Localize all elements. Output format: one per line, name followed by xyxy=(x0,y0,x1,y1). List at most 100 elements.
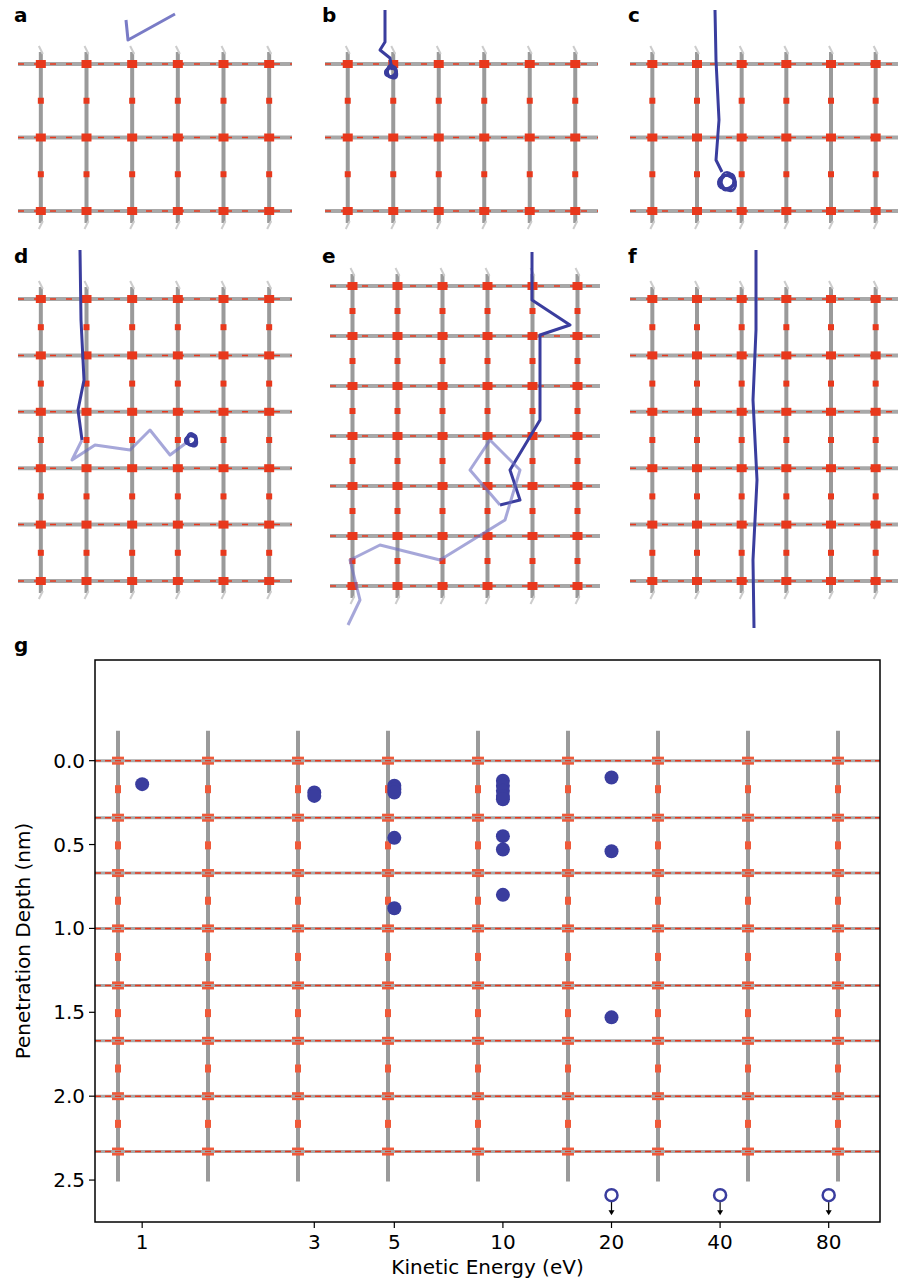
lattice-node xyxy=(393,532,403,540)
lattice-node xyxy=(475,841,481,849)
lattice-end xyxy=(222,46,226,54)
lattice-node xyxy=(479,207,489,215)
reference-line xyxy=(95,1151,880,1153)
lattice-node xyxy=(175,493,181,499)
lattice-node xyxy=(348,282,358,290)
lattice-node xyxy=(173,464,183,472)
lattice-node xyxy=(38,550,44,556)
lattice-node xyxy=(781,295,791,303)
lattice-node xyxy=(475,897,481,905)
lattice-bond xyxy=(630,209,898,213)
lattice-pillar xyxy=(176,287,180,593)
lattice-node xyxy=(739,381,745,387)
lattice-node xyxy=(649,381,655,387)
lattice-node xyxy=(649,493,655,499)
point xyxy=(496,792,510,806)
lattice-node xyxy=(692,521,702,529)
panel-letter: f xyxy=(628,244,637,268)
lattice-end xyxy=(346,46,350,54)
lattice-end xyxy=(130,281,134,289)
lattice-node xyxy=(483,382,493,390)
lattice-node xyxy=(694,381,700,387)
lattice-pillar xyxy=(39,287,43,593)
lattice-node xyxy=(481,171,487,177)
lattice-node xyxy=(739,493,745,499)
lattice-bond xyxy=(95,1039,880,1042)
lattice-end xyxy=(784,46,788,54)
point xyxy=(387,901,401,915)
lattice-node xyxy=(395,408,401,414)
lattice-node xyxy=(173,207,183,215)
lattice-node xyxy=(390,171,396,177)
lattice-node xyxy=(219,464,229,472)
lattice-node xyxy=(219,408,229,416)
lattice-node xyxy=(36,464,46,472)
lattice-node xyxy=(575,358,581,364)
lattice-node xyxy=(350,458,356,464)
lattice-node xyxy=(175,381,181,387)
lattice-end xyxy=(351,268,355,276)
lattice-node xyxy=(575,558,581,564)
y-tick xyxy=(89,844,95,845)
lattice-bond xyxy=(630,353,898,357)
lattice-node xyxy=(835,785,841,793)
lattice-node xyxy=(440,508,446,514)
lattice-node xyxy=(38,437,44,443)
lattice-end xyxy=(829,46,833,54)
lattice-node xyxy=(82,295,92,303)
lattice-end xyxy=(576,268,580,276)
lattice-oxygen xyxy=(325,210,598,212)
reference-line xyxy=(95,1040,880,1042)
lattice-node xyxy=(264,351,274,359)
lattice-node xyxy=(295,1009,301,1017)
lattice-node xyxy=(295,1064,301,1072)
lattice-node xyxy=(175,171,181,177)
lattice-node xyxy=(873,324,879,330)
lattice-node xyxy=(647,207,657,215)
lattice-node xyxy=(221,171,227,177)
lattice-bond xyxy=(18,297,292,301)
lattice-bond xyxy=(630,466,898,470)
lattice-bond xyxy=(95,872,880,875)
lattice-bond xyxy=(18,62,292,66)
lattice-node xyxy=(835,1064,841,1072)
lattice-bond xyxy=(330,334,600,338)
lattice-node xyxy=(573,332,583,340)
lattice-node xyxy=(173,60,183,68)
lattice-node xyxy=(485,558,491,564)
lattice-node xyxy=(348,532,358,540)
lattice-node xyxy=(266,437,272,443)
lattice-node xyxy=(129,437,135,443)
lattice-node xyxy=(737,351,747,359)
lattice-bond xyxy=(95,759,880,762)
lattice-node xyxy=(479,134,489,142)
lattice-node xyxy=(393,332,403,340)
lattice-node xyxy=(871,408,881,416)
x-tick-label: 1 xyxy=(136,1230,149,1254)
lattice-node xyxy=(395,458,401,464)
lattice-end xyxy=(437,46,441,54)
lattice-end xyxy=(573,46,577,54)
lattice-node xyxy=(393,282,403,290)
lattice-node xyxy=(221,381,227,387)
lattice-node xyxy=(393,432,403,440)
y-tick-label: 2.5 xyxy=(53,1168,85,1192)
lattice-oxygen xyxy=(325,63,598,65)
lattice-bond xyxy=(330,434,600,438)
lattice-node xyxy=(221,437,227,443)
lattice-node xyxy=(871,134,881,142)
lattice-node xyxy=(528,482,538,490)
y-tick-label: 0.0 xyxy=(53,749,85,773)
lattice-bond xyxy=(95,1150,880,1153)
trajectory-knot xyxy=(716,172,738,192)
lattice-node xyxy=(115,897,121,905)
lattice-pillar xyxy=(784,287,788,593)
lattice-node xyxy=(350,508,356,514)
lattice-node xyxy=(871,521,881,529)
lattice-end xyxy=(829,591,833,599)
lattice-node xyxy=(528,532,538,540)
lattice-end xyxy=(784,281,788,289)
lattice-node xyxy=(440,458,446,464)
lattice-node xyxy=(82,134,92,142)
arrow-head xyxy=(717,1210,723,1215)
